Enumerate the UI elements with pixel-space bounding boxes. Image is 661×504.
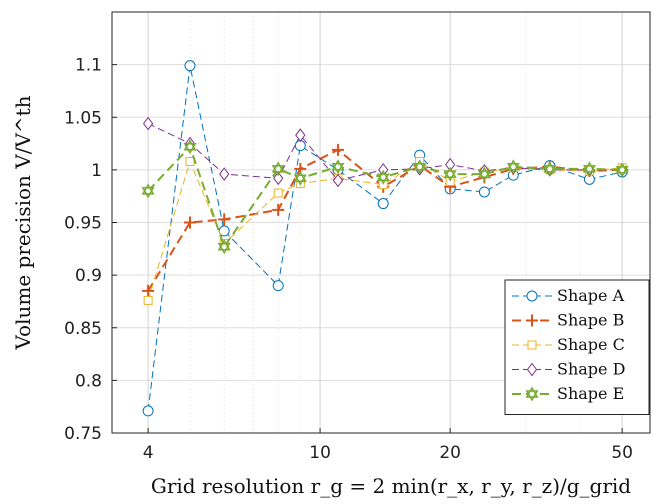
y-tick-label: 0.9 [75,266,102,286]
legend-item: Shape B [512,311,624,330]
data-point [506,159,520,175]
data-point [143,295,153,305]
data-point [413,159,427,175]
data-point-part [477,170,491,182]
data-point [376,169,390,185]
data-point [141,183,155,199]
series-shape-e [141,139,629,255]
legend: Shape A Shape B Shape C Shape D Shape E [504,279,650,415]
series-line [147,123,623,181]
data-point [582,161,596,177]
data-point [142,405,154,417]
data-point-part [141,187,155,199]
data-point-part [217,242,231,255]
data-point-part [525,390,539,402]
data-point [477,166,491,182]
legend-label: Shape B [557,311,624,330]
data-point [219,167,230,181]
series-line [147,159,623,301]
data-point [526,314,538,327]
data-point [526,290,538,302]
data-point [332,173,344,188]
data-point [443,166,457,182]
data-point [273,171,284,186]
data-point [142,284,155,297]
legend-label: Shape D [557,360,625,379]
data-point [218,213,231,226]
data-point [527,340,537,350]
x-tick-label: 50 [611,443,633,463]
x-tick-label: 4 [143,443,154,463]
axis-ticks: 0.75 0.8 0.85 0.9 0.95 1 1.05 1.1 4 10 20 50 [64,56,633,463]
data-point-part [331,162,345,175]
legend-label: Shape C [557,335,625,354]
data-point [377,198,389,210]
data-point [293,170,307,186]
data-point [331,143,344,156]
data-point [526,362,538,377]
y-tick-label: 1 [91,161,102,181]
data-point [183,139,197,155]
y-tick-label: 0.95 [64,214,102,234]
series-layer [141,60,629,417]
data-point-part [413,162,427,175]
data-point-part [293,174,307,186]
data-point-part [615,166,629,178]
data-point [271,161,285,177]
y-tick-label: 0.8 [75,371,102,391]
y-tick-label: 0.75 [64,424,102,444]
data-point-part [376,173,390,185]
legend-label: Shape A [557,286,625,305]
data-point-part [183,142,197,155]
series-line [147,65,623,411]
data-point [525,386,539,402]
data-point-part [582,165,596,177]
x-axis-label: Grid resolution r_g = 2 min(r_x, r_y, r_… [151,474,631,498]
legend-item: Shape A [512,286,625,305]
series-line [147,148,623,292]
data-point [478,186,490,198]
data-point-part [271,165,285,177]
series-line [147,144,623,249]
legend-item: Shape D [512,360,625,379]
data-point [543,161,557,177]
data-point-part [543,165,557,177]
legend-label: Shape E [557,384,624,403]
data-point [183,216,196,229]
y-tick-label: 1.1 [75,56,102,76]
data-point [331,159,345,175]
y-tick-label: 0.85 [64,319,102,339]
data-point [295,128,306,142]
data-point [272,280,284,292]
x-tick-label: 20 [439,443,461,463]
data-point [615,162,629,178]
data-point [272,203,285,216]
data-point [273,188,283,198]
data-point-part [443,170,457,182]
data-point-part [506,162,520,175]
y-axis-label: Volume precision V/V^th [11,95,35,350]
x-tick-label: 10 [309,443,331,463]
data-point [217,239,231,255]
legend-item: Shape C [512,335,625,354]
y-tick-label: 1.05 [64,108,102,128]
data-point [185,156,195,166]
data-point [142,116,154,131]
legend-item: Shape E [512,384,624,403]
data-point [184,60,196,72]
